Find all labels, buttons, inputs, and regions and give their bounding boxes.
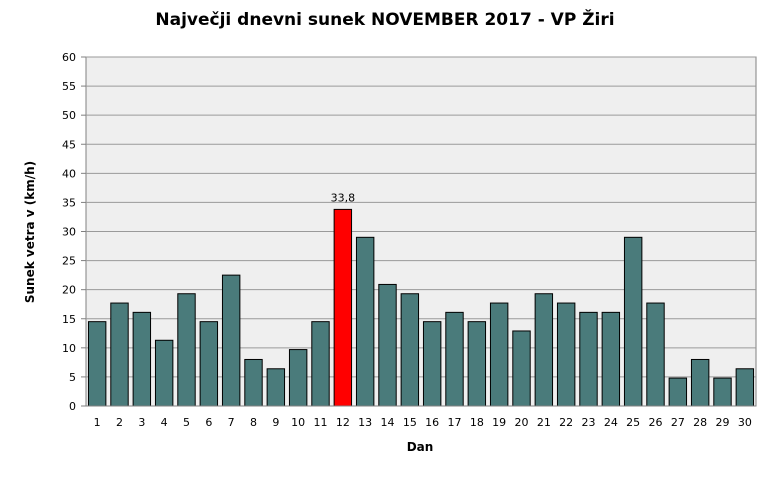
bar	[221, 274, 241, 407]
y-tick-label: 60	[62, 51, 76, 64]
x-tick-label: 9	[272, 416, 279, 429]
x-tick-label: 27	[671, 416, 685, 429]
bar	[556, 302, 576, 407]
x-tick-label: 3	[138, 416, 145, 429]
bar	[445, 311, 464, 407]
y-tick-label: 10	[62, 342, 76, 355]
x-tick-label: 4	[161, 416, 168, 429]
bar	[378, 283, 397, 407]
x-tick-label: 19	[492, 416, 506, 429]
bar	[266, 368, 286, 407]
bar	[87, 321, 107, 407]
x-tick-label: 26	[649, 416, 663, 429]
x-tick-label: 22	[559, 416, 573, 429]
x-tick-label: 2	[116, 416, 123, 429]
x-tick-label: 15	[403, 416, 417, 429]
chart-title: Največji dnevni sunek NOVEMBER 2017 - VP…	[155, 10, 615, 30]
bar	[110, 302, 129, 407]
bar	[355, 236, 375, 407]
y-axis-label: Sunek vetra v (km/h)	[23, 161, 37, 303]
bar	[489, 302, 509, 407]
y-tick-label: 5	[69, 371, 76, 384]
bar	[646, 302, 665, 407]
x-tick-label: 21	[537, 416, 551, 429]
x-tick-label: 7	[228, 416, 235, 429]
y-tick-label: 0	[69, 400, 76, 413]
x-tick-label: 18	[470, 416, 484, 429]
x-tick-label: 29	[716, 416, 730, 429]
x-tick-label: 20	[515, 416, 529, 429]
x-tick-label: 6	[205, 416, 212, 429]
x-axis-label: Dan	[407, 440, 434, 454]
x-tick-label: 1	[94, 416, 101, 429]
x-tick-label: 28	[693, 416, 707, 429]
y-tick-label: 20	[62, 284, 76, 297]
x-tick-label: 5	[183, 416, 190, 429]
bar	[735, 368, 755, 407]
x-tick-label: 16	[425, 416, 439, 429]
x-tick-label: 11	[314, 416, 328, 429]
x-tick-label: 24	[604, 416, 618, 429]
bar-highlight	[333, 208, 353, 407]
x-tick-label: 8	[250, 416, 257, 429]
bar	[713, 377, 732, 407]
bar	[199, 321, 219, 407]
x-tick-label: 23	[582, 416, 596, 429]
bar	[400, 293, 420, 407]
y-tick-label: 30	[62, 226, 76, 239]
bar	[579, 311, 598, 407]
data-label: 33,8	[331, 191, 356, 204]
y-tick-label: 35	[62, 196, 76, 209]
bar	[690, 358, 710, 407]
y-tick-label: 15	[62, 313, 76, 326]
y-tick-label: 45	[62, 138, 76, 151]
x-tick-label: 14	[381, 416, 395, 429]
bar	[534, 293, 554, 407]
x-tick-label: 17	[448, 416, 462, 429]
bar	[467, 321, 487, 407]
x-tick-label: 25	[626, 416, 640, 429]
x-tick-label: 30	[738, 416, 752, 429]
bar	[244, 358, 263, 407]
bar	[668, 377, 688, 407]
bar	[288, 349, 308, 407]
bar	[422, 321, 442, 407]
bar	[512, 330, 531, 407]
y-tick-label: 40	[62, 167, 76, 180]
bar	[623, 236, 643, 407]
y-tick-label: 50	[62, 109, 76, 122]
y-tick-label: 25	[62, 255, 76, 268]
bar	[311, 321, 330, 407]
bar	[154, 339, 174, 407]
bar	[177, 293, 196, 407]
bar	[601, 311, 621, 407]
x-tick-label: 12	[336, 416, 350, 429]
bar	[132, 311, 152, 407]
x-tick-label: 10	[291, 416, 305, 429]
x-tick-label: 13	[358, 416, 372, 429]
y-tick-label: 55	[62, 80, 76, 93]
